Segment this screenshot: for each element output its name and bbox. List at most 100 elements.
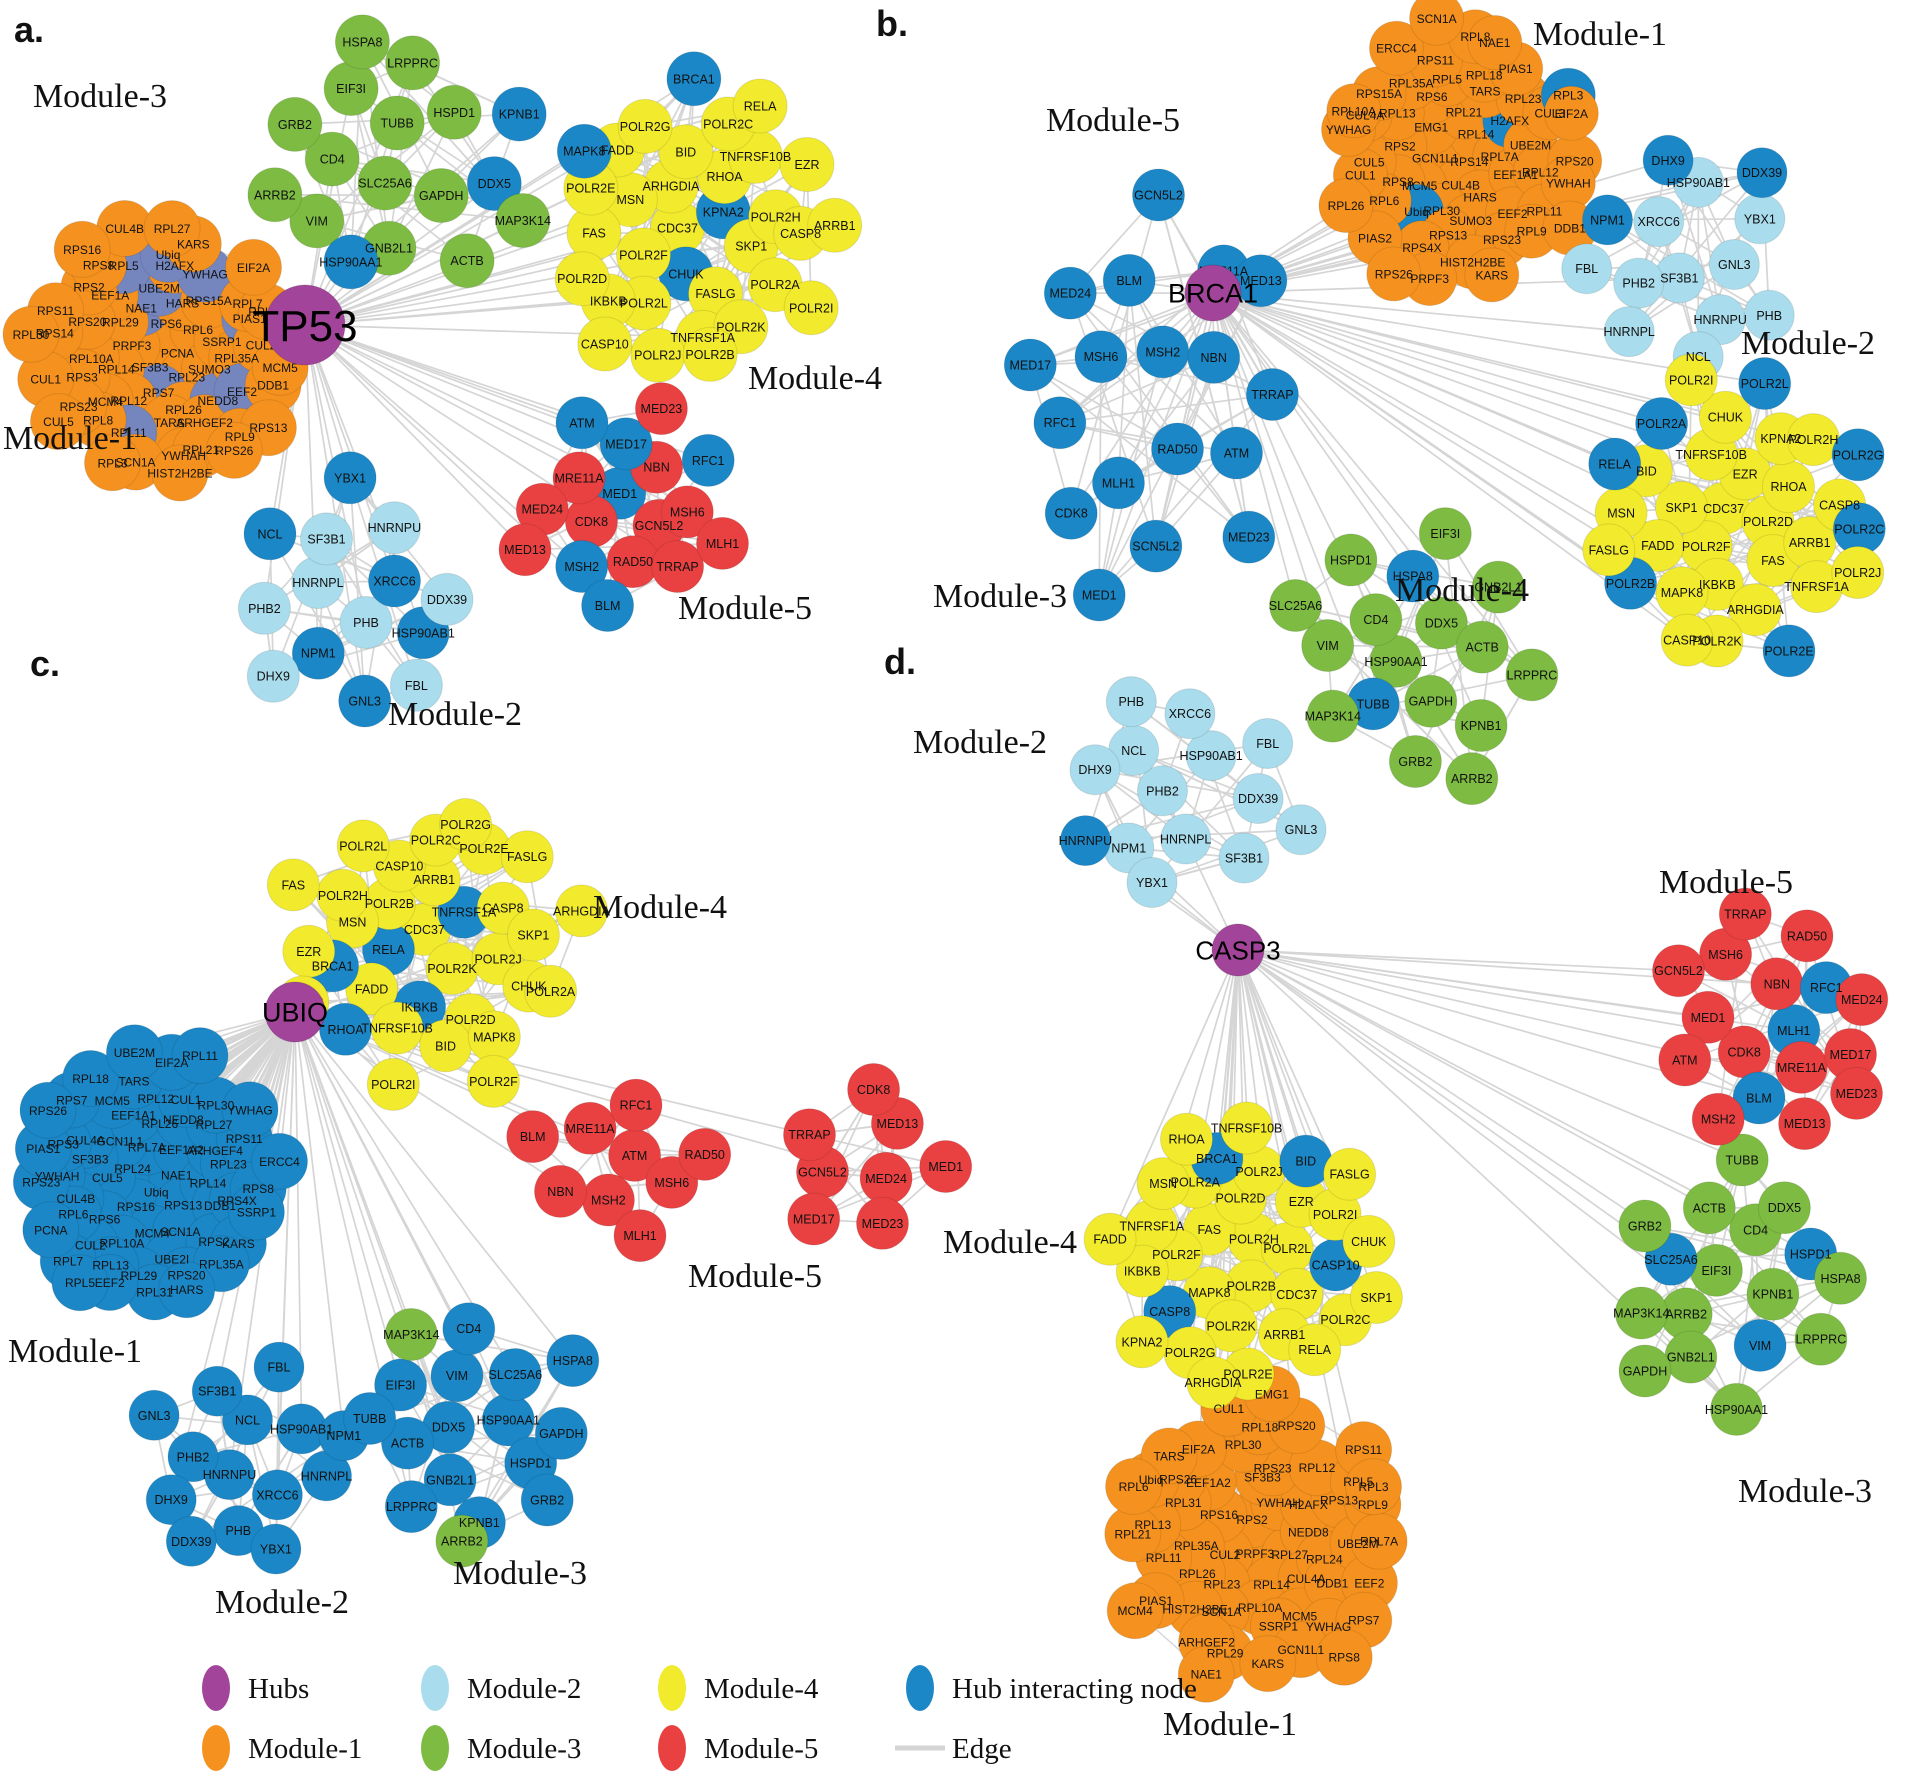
node-ARRB2[interactable] (435, 1514, 489, 1568)
node-CDK8[interactable] (1044, 486, 1098, 540)
node-DDX39[interactable] (1232, 773, 1284, 824)
node-MLH1[interactable] (696, 516, 749, 570)
node-HNRNPU[interactable] (1059, 815, 1111, 867)
node-RPL30[interactable] (2, 305, 60, 363)
node-EIF2A[interactable] (225, 238, 282, 296)
node-GNL3[interactable] (1708, 239, 1760, 290)
node-XRCC6[interactable] (368, 554, 421, 608)
node-KARS[interactable] (1239, 1635, 1297, 1693)
node-POLR2G[interactable] (617, 98, 673, 154)
node-ATM[interactable] (1658, 1033, 1712, 1087)
node-ACTB[interactable] (1455, 620, 1509, 674)
node-SCN5L2[interactable] (1129, 519, 1183, 573)
node-POLR2A[interactable] (524, 964, 578, 1018)
node-GRB2[interactable] (267, 96, 323, 152)
node-RHOA[interactable] (1160, 1112, 1213, 1166)
node-HNRNPL[interactable] (1160, 813, 1212, 865)
hub-BRCA1[interactable] (1184, 264, 1242, 322)
node-KPNB1[interactable] (491, 86, 547, 142)
node-MED13[interactable] (498, 523, 552, 577)
node-YWHAG[interactable] (221, 1081, 279, 1139)
node-HARS[interactable] (158, 1261, 216, 1319)
node-MED23[interactable] (856, 1196, 909, 1250)
node-MSH6[interactable] (660, 485, 714, 539)
node-SKP1[interactable] (506, 908, 560, 962)
node-MED23[interactable] (1830, 1066, 1883, 1120)
node-DDX39[interactable] (420, 572, 474, 626)
node-POLR2E[interactable] (1762, 624, 1816, 678)
node-BRCA1[interactable] (666, 51, 722, 107)
node-CD4[interactable] (304, 131, 360, 187)
node-TRRAP[interactable] (651, 540, 705, 593)
node-POLR2K[interactable] (1204, 1299, 1258, 1353)
node-DDX39[interactable] (165, 1515, 217, 1567)
node-ACTB[interactable] (1682, 1181, 1736, 1235)
node-GAPDH[interactable] (1404, 674, 1458, 728)
node-RAD50[interactable] (678, 1127, 732, 1181)
node-IKBKB[interactable] (1115, 1244, 1169, 1298)
node-ATM[interactable] (555, 396, 609, 450)
node-HSPA8[interactable] (1386, 549, 1440, 603)
node-ARRB2[interactable] (1445, 752, 1499, 806)
node-POLR2A[interactable] (1635, 397, 1689, 450)
node-HSPD1[interactable] (426, 84, 482, 140)
node-GNL3[interactable] (338, 674, 392, 728)
node-MSH2[interactable] (555, 540, 609, 593)
node-SF3B1[interactable] (300, 512, 353, 566)
node-KARS[interactable] (1464, 247, 1520, 303)
node-HNRNPU[interactable] (367, 501, 421, 555)
node-MED17[interactable] (1003, 338, 1057, 392)
node-GAPDH[interactable] (1618, 1344, 1672, 1398)
node-RPS8[interactable] (1315, 1628, 1373, 1686)
node-RPS26[interactable] (205, 421, 263, 479)
node-DHX9[interactable] (145, 1474, 197, 1526)
node-DHX9[interactable] (246, 649, 300, 703)
node-MED23[interactable] (634, 382, 688, 436)
node-XRCC6[interactable] (1633, 196, 1685, 248)
node-HSPA8[interactable] (546, 1334, 600, 1388)
node-DDX39[interactable] (1736, 147, 1788, 199)
node-ACTB[interactable] (439, 233, 495, 289)
node-RPL27[interactable] (143, 200, 201, 258)
node-FAS[interactable] (266, 858, 320, 912)
node-DDX5[interactable] (1414, 596, 1468, 650)
node-EZR[interactable] (779, 137, 835, 192)
node-CASP10[interactable] (577, 316, 633, 372)
node-FASLG[interactable] (500, 830, 554, 884)
node-GNB2L1[interactable] (423, 1453, 477, 1507)
node-MED13[interactable] (1778, 1097, 1832, 1151)
node-MED17[interactable] (599, 417, 653, 471)
node-TRRAP[interactable] (1245, 368, 1299, 421)
node-FBL[interactable] (389, 658, 443, 712)
node-RPS26[interactable] (1366, 246, 1422, 302)
node-MED23[interactable] (1222, 510, 1276, 564)
node-RFC1[interactable] (681, 433, 735, 487)
node-MED17[interactable] (787, 1192, 841, 1246)
node-HNRNPL[interactable] (1603, 306, 1655, 358)
node-NPM1[interactable] (1582, 194, 1633, 246)
node-CUL5[interactable] (30, 393, 87, 451)
node-MAP3K14[interactable] (384, 1308, 438, 1361)
node-GCN5L2[interactable] (1132, 168, 1185, 222)
node-POLR2B[interactable] (682, 326, 738, 382)
node-NBN[interactable] (534, 1164, 587, 1218)
hub-TP53[interactable] (264, 284, 346, 366)
node-POLR2I[interactable] (783, 280, 839, 336)
node-ERCC4[interactable] (251, 1132, 308, 1190)
node-POLR2J[interactable] (1831, 546, 1885, 599)
node-VIM[interactable] (1301, 619, 1355, 672)
node-ACTB[interactable] (381, 1416, 435, 1470)
node-SSRP1[interactable] (227, 1183, 285, 1241)
node-POLR2G[interactable] (1831, 428, 1885, 482)
node-MRE11A[interactable] (552, 451, 606, 505)
node-GRB2[interactable] (520, 1473, 574, 1527)
node-HIST2H2BE[interactable] (151, 444, 209, 502)
node-POLR2L[interactable] (336, 819, 390, 873)
node-FASLG[interactable] (1582, 523, 1636, 577)
node-VIM[interactable] (1733, 1318, 1787, 1372)
node-FADD[interactable] (345, 962, 399, 1016)
node-ARHGDIA[interactable] (555, 884, 608, 938)
node-MSH6[interactable] (1074, 330, 1128, 384)
node-GCN5L2[interactable] (1652, 944, 1705, 998)
node-MED1[interactable] (1072, 568, 1126, 622)
